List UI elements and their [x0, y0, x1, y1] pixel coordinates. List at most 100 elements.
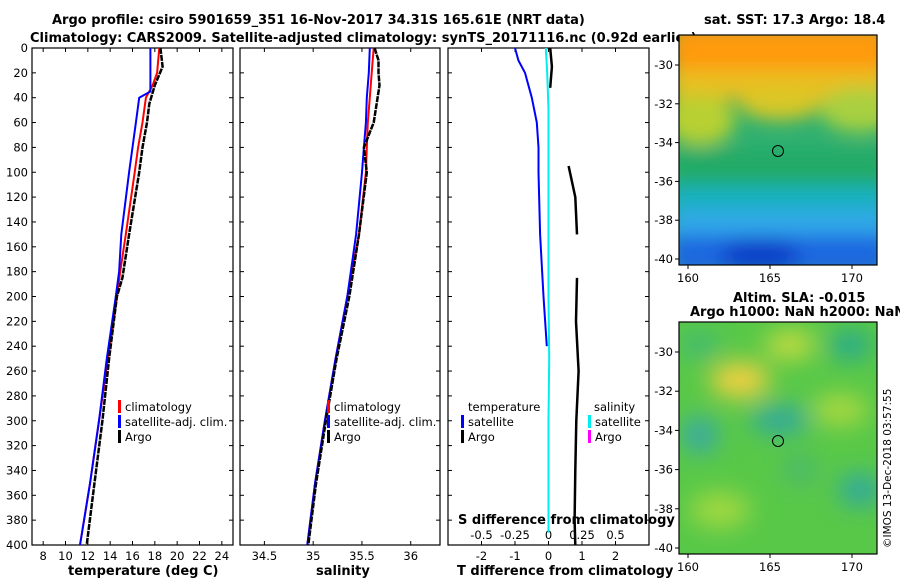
- series-line-satellite-adj-clim-: [79, 48, 152, 546]
- salinity-panel-frame: [239, 47, 441, 546]
- legend-label-s-argo: Argo: [595, 430, 622, 444]
- legend-label-climatology-s: climatology: [334, 400, 401, 414]
- depth-tick-label: 40: [13, 91, 28, 105]
- sla-map-frame: [678, 321, 878, 555]
- legend-swatch-s-argo: [588, 430, 591, 443]
- depth-tick-label: 100: [6, 165, 28, 179]
- imos-watermark: ©IMOS 13-Dec-2018 03:57:55: [882, 389, 894, 548]
- depth-tick-label: 0: [21, 41, 28, 55]
- x-tick-label: 35: [306, 549, 321, 563]
- map-y-tick-label: -38: [654, 502, 673, 516]
- map-x-tick-label: 160: [677, 560, 699, 574]
- x-tick-label: -1: [509, 549, 520, 563]
- legend-swatch-climatology: [118, 400, 121, 413]
- map-y-tick-label: -38: [654, 213, 673, 227]
- map-y-tick-label: -36: [654, 463, 673, 477]
- x-tick-label: 20: [170, 549, 185, 563]
- x-tick-label: 35.5: [349, 549, 375, 563]
- t-difference-axis-label: T difference from climatology: [457, 564, 674, 579]
- map-y-tick-label: -34: [654, 136, 673, 150]
- map-y-tick-label: -30: [654, 345, 673, 359]
- x-tick-label: 8: [40, 549, 47, 563]
- map-x-tick-label: 160: [677, 271, 699, 285]
- x-tick-label: 18: [148, 549, 163, 563]
- series-line-t-satellite: [514, 47, 548, 347]
- depth-tick-label: 120: [6, 190, 28, 204]
- x2-tick-label: 0.5: [606, 528, 624, 542]
- depth-tick-label: 220: [6, 314, 28, 328]
- series-line-t-argo-mid: [567, 165, 579, 235]
- legend-title-temperature: temperature: [468, 400, 540, 414]
- depth-tick-label: 60: [13, 116, 28, 130]
- legend-swatch-s-satellite: [588, 415, 591, 428]
- x-tick-label: 1: [578, 549, 585, 563]
- legend-label-s-satellite: satellite: [595, 415, 641, 429]
- x2-tick-label: 0: [545, 528, 552, 542]
- x-tick-label: 24: [215, 549, 230, 563]
- legend-label-climatology: climatology: [125, 400, 192, 414]
- map-y-tick-label: -30: [654, 58, 673, 72]
- depth-tick-label: 380: [6, 513, 28, 527]
- depth-tick-label: 240: [6, 339, 28, 353]
- map-x-tick-label: 165: [759, 271, 781, 285]
- legend-swatch-climatology-s: [327, 400, 330, 413]
- map-y-tick-label: -32: [654, 384, 673, 398]
- legend-label-satellite-s: satellite-adj. clim.: [334, 415, 436, 429]
- map-x-tick-label: 170: [841, 560, 863, 574]
- legend-title-salinity: salinity: [594, 400, 635, 414]
- sst-map-title: sat. SST: 17.3 Argo: 18.4: [704, 13, 885, 28]
- x-tick-label: 0: [545, 549, 552, 563]
- x-tick-label: 2: [612, 549, 619, 563]
- sst-argo-location-marker: [772, 145, 784, 157]
- temperature-axis-label: temperature (deg C): [68, 564, 218, 579]
- legend-swatch-t-satellite: [461, 415, 464, 428]
- series-line-t-argo-deep: [573, 277, 580, 546]
- legend-swatch-argo-s: [327, 430, 330, 443]
- s-difference-axis-label: S difference from climatology: [458, 513, 675, 528]
- legend-swatch-satellite: [118, 415, 121, 428]
- map-y-tick-label: -40: [654, 252, 673, 266]
- depth-axis: 0 20 40 60 80 100 120 140 160 180 200 220 240 260 280 3…: [6, 41, 649, 552]
- depth-tick-label: 360: [6, 488, 28, 502]
- map-y-tick-label: -40: [654, 541, 673, 555]
- legend-swatch-satellite-s: [327, 415, 330, 428]
- depth-tick-label: 340: [6, 463, 28, 477]
- salinity-legend: climatology satellite-adj. clim. Argo: [327, 400, 436, 444]
- series-line-t-argo: [548, 47, 554, 88]
- sla-argo-location-marker: [772, 435, 784, 447]
- x-tick-label: 14: [103, 549, 118, 563]
- depth-tick-label: 280: [6, 389, 28, 403]
- map-x-tick-label: 170: [841, 271, 863, 285]
- legend-label-argo-s: Argo: [334, 430, 361, 444]
- temperature-panel-frame: [31, 47, 234, 546]
- depth-tick-label: 20: [13, 66, 28, 80]
- x-tick-label: 22: [192, 549, 207, 563]
- sst-map-frame: [678, 34, 878, 266]
- map-y-tick-label: -34: [654, 423, 673, 437]
- difference-legend: temperature satellite Argo salinity sate…: [461, 400, 641, 444]
- legend-label-t-satellite: satellite: [468, 415, 514, 429]
- series-lines: [79, 47, 580, 546]
- title-line-1: Argo profile: csiro 5901659_351 16-Nov-2…: [52, 13, 585, 28]
- x-tick-label: 12: [81, 549, 96, 563]
- temperature-legend: climatology satellite-adj. clim. Argo: [118, 400, 227, 444]
- map-y-tick-label: -36: [654, 174, 673, 188]
- series-line-argo: [307, 47, 381, 546]
- sst-map-axes: -30 -32 -34 -36 -38 -40 160 165 170: [654, 58, 863, 285]
- sla-map: [679, 322, 877, 554]
- depth-tick-label: 160: [6, 240, 28, 254]
- series-line-satellite-adj-clim-: [306, 47, 371, 546]
- x-tick-label: 16: [125, 549, 140, 563]
- sla-map-title-2: Argo h1000: NaN h2000: NaN: [690, 305, 900, 320]
- x-tick-label: 34.5: [252, 549, 278, 563]
- legend-label-satellite: satellite-adj. clim.: [125, 415, 227, 429]
- series-line-s-satellite: [544, 47, 551, 533]
- map-x-tick-label: 165: [759, 560, 781, 574]
- x-tick-label: -2: [476, 549, 487, 563]
- x2-tick-label: -0.5: [470, 528, 492, 542]
- salinity-axis-label: salinity: [316, 564, 370, 579]
- legend-label-t-argo: Argo: [468, 430, 495, 444]
- sla-map-title-1: Altim. SLA: -0.015: [733, 291, 865, 306]
- depth-tick-label: 400: [6, 538, 28, 552]
